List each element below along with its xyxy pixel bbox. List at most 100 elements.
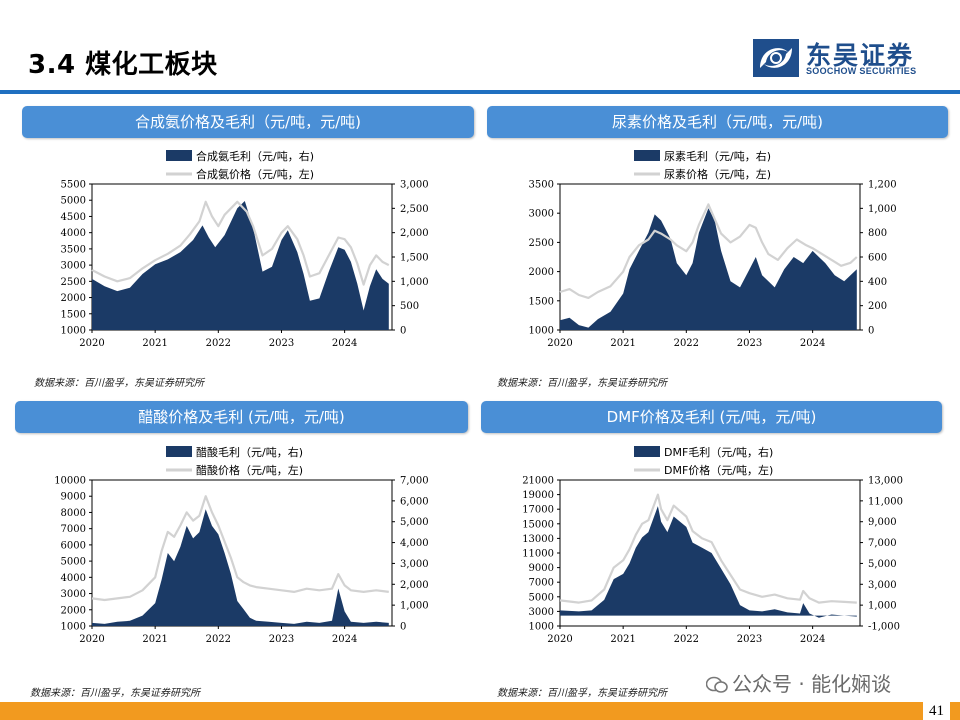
left-tick-label: 4500 [61, 212, 86, 223]
left-tick-label: 9000 [61, 492, 86, 503]
left-tick-label: 9000 [529, 563, 554, 574]
x-tick-label: 2023 [269, 338, 294, 349]
chart-urea-svg: 尿素毛利（元/吨，右)尿素价格（元/吨，左)350030002500200015… [529, 149, 897, 349]
page-number: 41 [923, 702, 950, 720]
right-tick-label: 13,000 [868, 476, 903, 487]
left-tick-label: 7000 [529, 578, 554, 589]
series-area-margin [92, 509, 389, 626]
right-tick-label: 5,000 [400, 517, 429, 528]
right-tick-label: 1,000 [868, 601, 897, 612]
chart-acetic-acid: 醋酸毛利（元/吨，右) 醋酸价格（元/吨，左) 10000 9000 8000 7000 6… [20, 436, 450, 651]
left-tick-label: 5000 [61, 196, 86, 207]
legend-label-margin: 尿素毛利（元/吨，右) [664, 149, 771, 163]
right-tick-label: 800 [868, 228, 887, 239]
x-tick-label: 2024 [332, 338, 357, 349]
series-line-price [559, 493, 857, 604]
x-tick-label: 2020 [547, 634, 572, 645]
panel-header-urea: 尿素价格及毛利（元/吨，元/吨) [487, 106, 948, 138]
chart-dmf-svg: DMF毛利（元/吨，右) DMF价格（元/吨，左) 21000 19000 17000 1… [522, 445, 903, 645]
right-tick-label: 400 [868, 277, 887, 288]
left-tick-label: 1000 [529, 326, 554, 337]
x-tick-label: 2020 [547, 338, 572, 349]
series-area-margin [92, 201, 389, 330]
right-tick-label: 1,200 [868, 180, 897, 191]
x-tick-label: 2020 [79, 338, 104, 349]
x-tick-label: 2023 [269, 634, 294, 645]
right-tick-label: 2,500 [400, 204, 429, 215]
left-tick-label: 1500 [529, 296, 554, 307]
left-tick-label: 3000 [529, 209, 554, 220]
left-tick-label: 2000 [61, 293, 86, 304]
wechat-icon [706, 676, 728, 693]
watermark-text: 公众号 · 能化娴谈 [732, 672, 892, 696]
logo-mark-icon [753, 39, 799, 77]
legend-label-price: 尿素价格（元/吨，左) [664, 167, 771, 181]
chart-acetic-acid-svg: 醋酸毛利（元/吨，右)醋酸价格（元/吨，左) 10000 9000 8000 7000 6… [54, 445, 429, 645]
x-tick-label: 2024 [800, 634, 825, 645]
panel-header-dmf: DMF价格及毛利 (元/吨，元/吨) [481, 401, 942, 433]
panel-header-acetic-acid: 醋酸价格及毛利 (元/吨，元/吨) [15, 401, 468, 433]
chart-legend: 醋酸毛利（元/吨，右) 醋酸价格（元/吨，左) [166, 445, 303, 477]
left-tick-label: 1000 [61, 326, 86, 337]
right-tick-label: 200 [868, 301, 887, 312]
left-tick-label: 8000 [61, 508, 86, 519]
right-tick-label: 1,000 [400, 277, 429, 288]
right-tick-label: 3,000 [400, 180, 429, 191]
legend-label-price: 合成氨价格（元/吨，左) [196, 167, 314, 181]
right-tick-label: 7,000 [868, 538, 897, 549]
left-tick-label: 2000 [529, 267, 554, 278]
title-divider [0, 90, 960, 94]
left-tick-label: 2500 [529, 238, 554, 249]
right-tick-label: 11,000 [868, 496, 903, 507]
x-tick-label: 2021 [610, 338, 635, 349]
left-tick-label: 3000 [529, 607, 554, 618]
right-tick-label: 1,500 [400, 253, 429, 264]
left-tick-label: 6000 [61, 540, 86, 551]
plot-frame [91, 479, 393, 627]
source-note-dmf: 数据来源：百川盈孚，东吴证券研究所 [497, 688, 667, 699]
legend-label-margin: DMF毛利（元/吨，右) [664, 445, 773, 459]
right-tick-label: 3,000 [400, 559, 429, 570]
right-tick-label: 500 [400, 301, 419, 312]
left-tick-label: 5000 [61, 557, 86, 568]
left-tick-label: 1500 [61, 309, 86, 320]
x-tick-label: 2024 [332, 634, 357, 645]
left-tick-label: 10000 [54, 476, 86, 487]
legend-label-margin: 醋酸毛利（元/吨，右) [196, 445, 303, 459]
series-area-margin [560, 208, 857, 330]
page-title: 3.4 煤化工板块 [28, 50, 218, 80]
left-tick-label: 1000 [529, 622, 554, 633]
left-tick-label: 13000 [522, 534, 554, 545]
left-tick-label: 3500 [61, 244, 86, 255]
legend-label-price: DMF价格（元/吨，左) [664, 463, 773, 477]
left-tick-label: 21000 [522, 476, 554, 487]
x-tick-label: 2022 [206, 634, 231, 645]
left-tick-label: 19000 [522, 490, 554, 501]
x-tick-label: 2021 [610, 634, 635, 645]
chart-ammonia-svg: 合成氨毛利（元/吨，右)合成氨价格（元/吨，左)5500500045004000… [61, 149, 429, 349]
right-tick-label: 9,000 [868, 517, 897, 528]
left-tick-label: 7000 [61, 524, 86, 535]
right-tick-label: 0 [400, 622, 406, 633]
series-line-price [91, 200, 390, 286]
legend-swatch-margin [634, 150, 660, 161]
x-tick-label: 2021 [142, 338, 167, 349]
logo-english-text: SOOCHOW SECURITIES [806, 66, 917, 76]
right-tick-label: 600 [868, 253, 887, 264]
x-tick-label: 2020 [79, 634, 104, 645]
x-tick-label: 2022 [674, 634, 699, 645]
chart-legend: 尿素毛利（元/吨，右) 尿素价格（元/吨，左) [634, 149, 771, 181]
right-tick-label: 0 [400, 326, 406, 337]
x-tick-label: 2021 [142, 634, 167, 645]
footer-bar [0, 702, 960, 720]
logo-chinese-text: 东吴证券 [806, 41, 915, 70]
x-tick-label: 2024 [800, 338, 825, 349]
x-tick-label: 2022 [674, 338, 699, 349]
chart-ammonia: 合成氨毛利（元/吨，右) 合成氨价格（元/吨，左) 5500 5000 4500 4000… [20, 140, 450, 355]
chart-urea: 尿素毛利（元/吨，右) 尿素价格（元/吨，左) 3500 3000 2500 2000 15… [488, 140, 918, 355]
left-tick-label: 4000 [61, 228, 86, 239]
right-tick-label: 1,000 [400, 601, 429, 612]
left-tick-label: 11000 [522, 549, 554, 560]
series-area-margin [560, 506, 857, 618]
right-tick-label: 6,000 [400, 496, 429, 507]
